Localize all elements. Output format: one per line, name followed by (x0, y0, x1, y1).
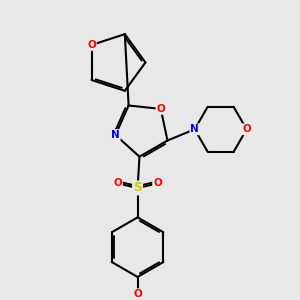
Text: O: O (156, 104, 165, 114)
Text: N: N (190, 124, 199, 134)
Text: O: O (242, 124, 251, 134)
Text: O: O (153, 178, 162, 188)
Text: S: S (133, 182, 142, 194)
Text: O: O (133, 289, 142, 299)
Text: O: O (113, 178, 122, 188)
Text: O: O (87, 40, 96, 50)
Text: N: N (111, 130, 120, 140)
